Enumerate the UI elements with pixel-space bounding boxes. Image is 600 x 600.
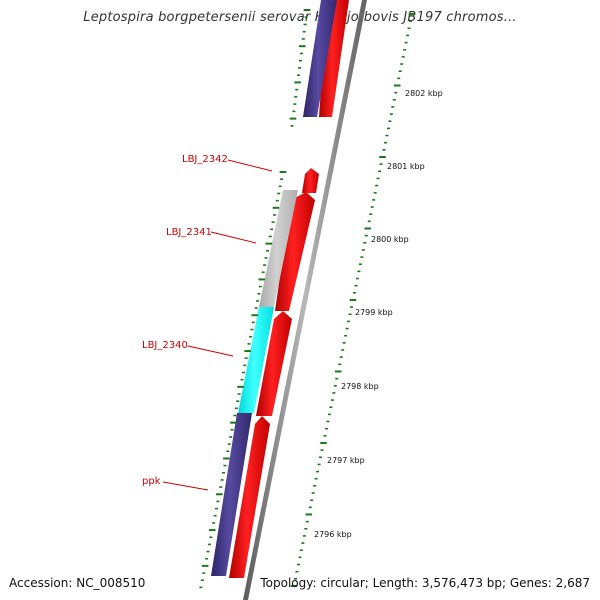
accession-text: Accession: NC_008510	[9, 576, 146, 590]
forward-cds-feature	[275, 192, 315, 311]
kbp-label: 2797 kbp	[327, 456, 365, 465]
map-title: Leptospira borgpetersenii serovar Hardjo…	[83, 10, 517, 25]
reverse-cds-feature	[238, 307, 274, 413]
forward-cds-feature	[229, 416, 270, 578]
forward-cds-feature	[256, 311, 292, 416]
kbp-label: 2799 kbp	[355, 308, 393, 317]
chromosome-backbone	[243, 0, 367, 600]
gene-label-lbj-2340: LBJ_2340	[142, 340, 188, 351]
gene-label-leader	[187, 345, 234, 357]
kbp-label: 2796 kbp	[314, 530, 352, 539]
gene-label-leader	[227, 159, 273, 172]
gene-label-ppk: ppk	[142, 476, 161, 487]
tick-marks	[199, 9, 416, 589]
gene-label-leader	[210, 231, 257, 244]
reverse-cds-feature	[211, 413, 252, 576]
forward-cds-feature	[302, 168, 319, 193]
topology-text: Topology: circular; Length: 3,576,473 bp…	[260, 576, 590, 590]
kbp-label: 2802 kbp	[405, 89, 443, 98]
kbp-label: 2801 kbp	[387, 162, 425, 171]
gene-label-lbj-2342: LBJ_2342	[182, 154, 228, 165]
kbp-label: 2800 kbp	[371, 235, 409, 244]
kbp-label: 2798 kbp	[341, 382, 379, 391]
reverse-cds-feature	[259, 190, 298, 307]
gene-label-lbj-2341: LBJ_2341	[166, 227, 212, 238]
gene-label-leader	[162, 481, 209, 491]
reverse-cds-feature	[303, 0, 337, 117]
